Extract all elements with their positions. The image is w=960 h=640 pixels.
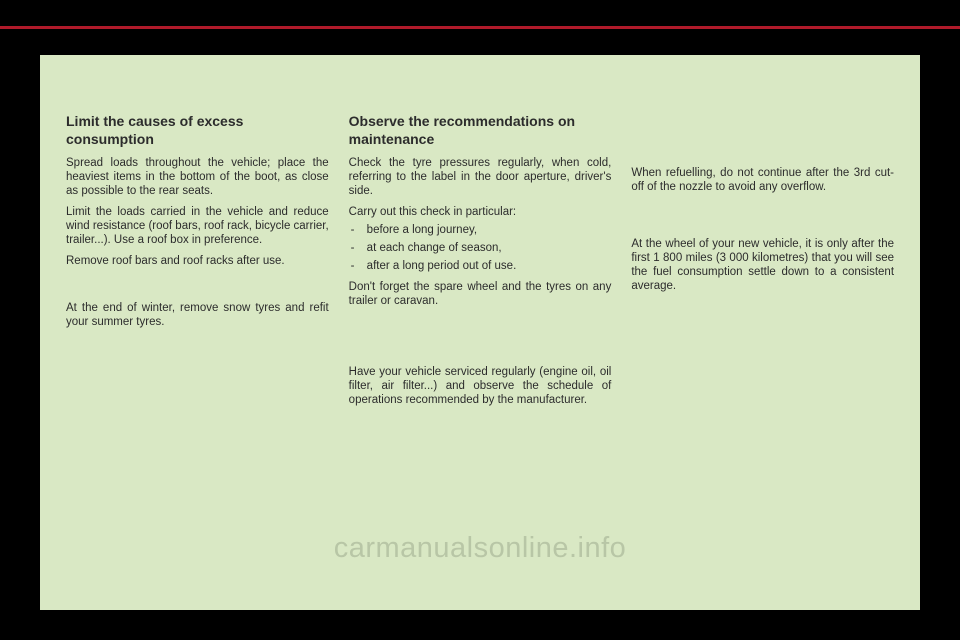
col3-para-2: At the wheel of your new vehicle, it is …: [631, 237, 894, 293]
col2-para-3: Don't forget the spare wheel and the tyr…: [349, 280, 612, 308]
col1-para-4: At the end of winter, remove snow tyres …: [66, 301, 329, 329]
bullet-item: - before a long journey,: [349, 223, 612, 237]
top-accent-bar: [0, 26, 960, 29]
column-2: Observe the recommendations on maintenan…: [349, 113, 612, 590]
spacer: [349, 315, 612, 365]
col1-para-2: Limit the loads carried in the vehicle a…: [66, 205, 329, 247]
col2-para-2: Carry out this check in particular:: [349, 205, 612, 219]
col2-para-1: Check the tyre pressures regularly, when…: [349, 156, 612, 198]
column-3: When refuelling, do not continue after t…: [631, 113, 894, 590]
bullet-item: - after a long period out of use.: [349, 259, 612, 273]
col1-para-3: Remove roof bars and roof racks after us…: [66, 254, 329, 268]
col2-para-4: Have your vehicle serviced regularly (en…: [349, 365, 612, 407]
col2-heading: Observe the recommendations on maintenan…: [349, 113, 612, 148]
bullet-dash: -: [349, 223, 367, 237]
bullet-dash: -: [349, 259, 367, 273]
col1-para-1: Spread loads throughout the vehicle; pla…: [66, 156, 329, 198]
bullet-text: at each change of season,: [367, 241, 612, 255]
bullet-item: - at each change of season,: [349, 241, 612, 255]
bullet-dash: -: [349, 241, 367, 255]
manual-page: Limit the causes of excess consumption S…: [40, 55, 920, 610]
spacer: [66, 275, 329, 301]
column-1: Limit the causes of excess consumption S…: [66, 113, 329, 590]
bullet-text: after a long period out of use.: [367, 259, 612, 273]
col1-heading: Limit the causes of excess consumption: [66, 113, 329, 148]
bullet-text: before a long journey,: [367, 223, 612, 237]
spacer: [631, 201, 894, 237]
col3-para-1: When refuelling, do not continue after t…: [631, 166, 894, 194]
